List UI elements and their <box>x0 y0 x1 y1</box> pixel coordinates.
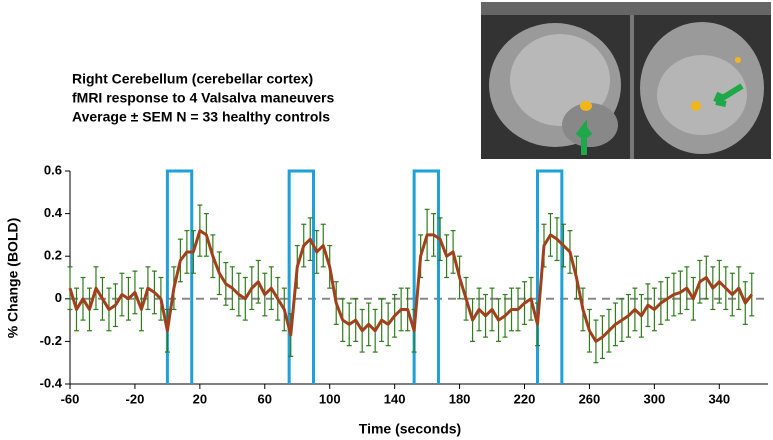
y-tick-label: -0.4 <box>40 375 63 390</box>
y-tick-label: -0.2 <box>40 333 62 348</box>
title-line: fMRI response to 4 Valsalva maneuvers <box>72 90 334 106</box>
x-tick-label: 220 <box>514 391 536 406</box>
x-tick-label: 140 <box>384 391 406 406</box>
x-tick-label: 300 <box>644 391 666 406</box>
brain-inset <box>481 2 771 159</box>
y-tick-label: 0.2 <box>44 248 62 263</box>
title-line: Right Cerebellum (cerebellar cortex) <box>72 71 313 87</box>
x-tick-label: -60 <box>61 391 80 406</box>
valsalva-window <box>412 169 440 384</box>
x-tick-label: 100 <box>319 391 341 406</box>
y-tick-label: 0 <box>55 290 62 305</box>
x-tick-label: -20 <box>126 391 145 406</box>
y-tick-label: 0.6 <box>44 162 62 177</box>
valsalva-window <box>287 169 315 384</box>
x-tick-label: 340 <box>708 391 730 406</box>
x-tick-label: 60 <box>258 391 272 406</box>
data-line <box>68 229 753 343</box>
valsalva-window <box>535 169 564 384</box>
x-tick-label: 180 <box>449 391 471 406</box>
title-line: Average ± SEM N = 33 healthy controls <box>72 109 330 125</box>
x-tick-label: 20 <box>193 391 207 406</box>
error-bar <box>749 272 755 317</box>
y-axis-label: % Change (BOLD) <box>5 218 21 339</box>
valsalva-window <box>165 169 194 384</box>
x-tick-label: 260 <box>579 391 601 406</box>
y-tick-label: 0.4 <box>44 205 63 220</box>
x-axis-label: Time (seconds) <box>359 421 461 437</box>
